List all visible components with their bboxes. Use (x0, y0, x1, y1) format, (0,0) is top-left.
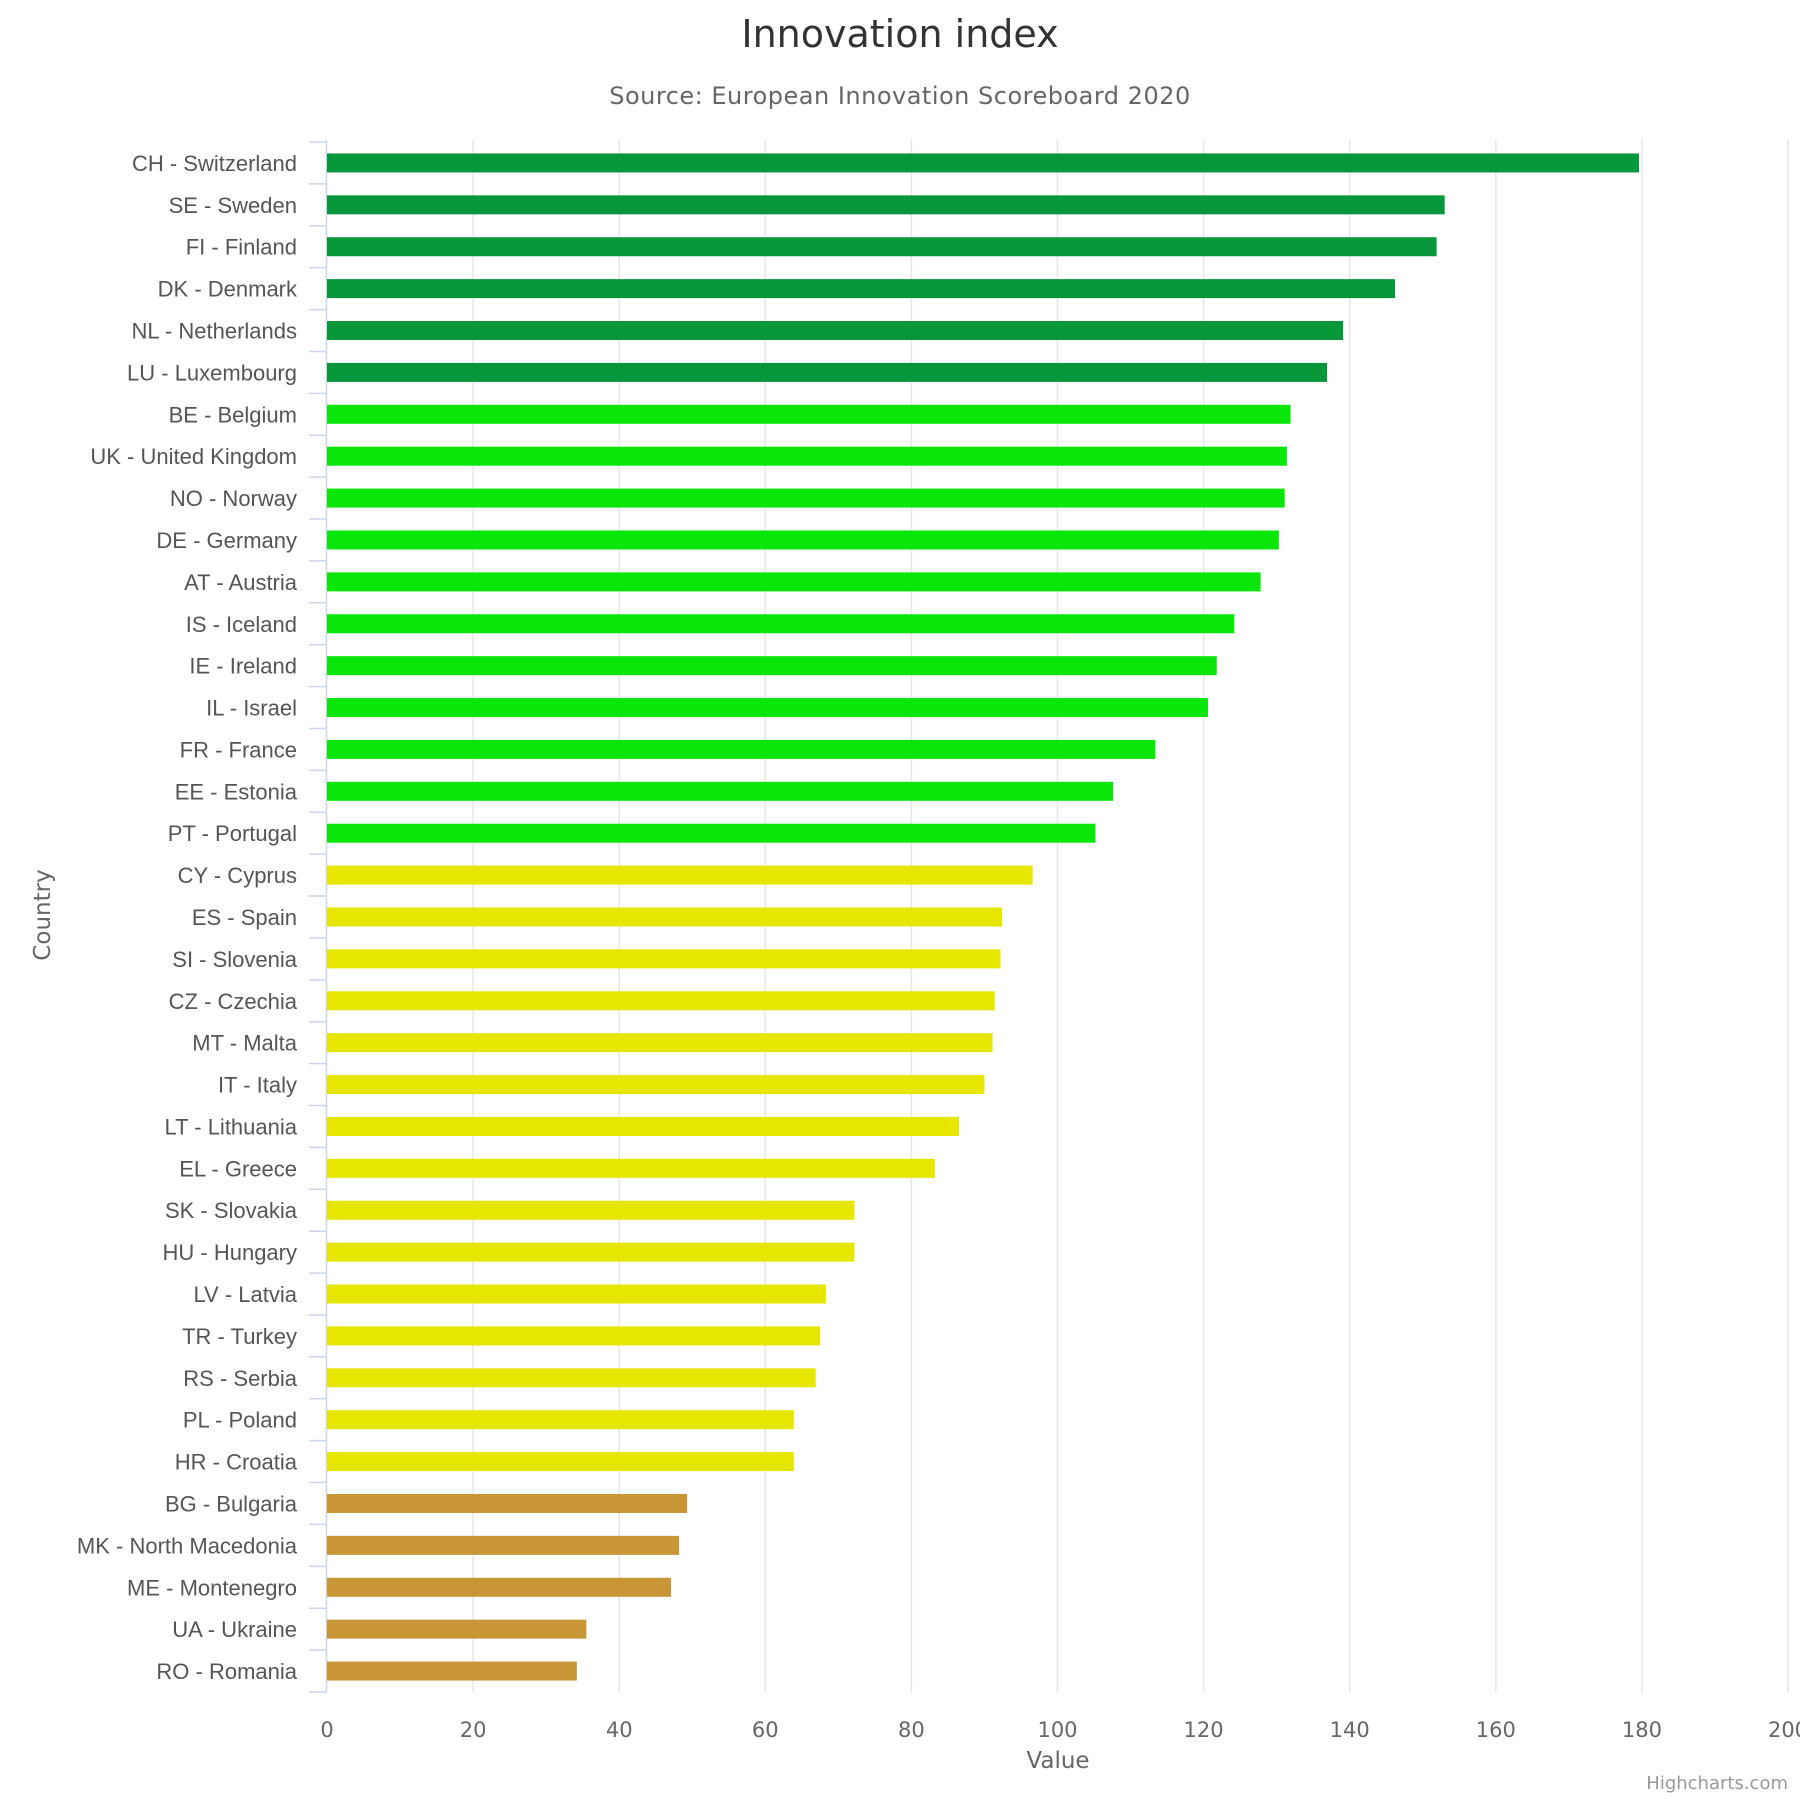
bar (327, 698, 1208, 718)
bar (327, 907, 1002, 927)
category-label: HU - Hungary (163, 1240, 297, 1265)
category-label: CZ - Czechia (169, 989, 298, 1014)
bar (327, 446, 1287, 466)
bar (327, 781, 1114, 801)
category-label: MT - Malta (192, 1031, 297, 1056)
chart-subtitle: Source: European Innovation Scoreboard 2… (609, 82, 1191, 110)
category-label: LT - Lithuania (165, 1114, 298, 1139)
bar (327, 1200, 855, 1220)
bar (327, 1158, 935, 1178)
bar-series (327, 153, 1639, 1681)
bar (327, 572, 1261, 592)
category-label: EL - Greece (179, 1156, 297, 1181)
category-label: HR - Croatia (175, 1450, 298, 1475)
bar (327, 1619, 587, 1639)
bar (327, 1033, 993, 1053)
category-label: IL - Israel (206, 696, 297, 721)
value-tick-label: 120 (1184, 1718, 1224, 1742)
category-label: CH - Switzerland (132, 151, 297, 176)
category-label: DE - Germany (156, 528, 297, 553)
value-tick-label: 80 (898, 1718, 925, 1742)
bar (327, 739, 1156, 759)
category-label: NL - Netherlands (132, 319, 297, 344)
value-tick-label: 160 (1476, 1718, 1516, 1742)
category-label: IT - Italy (218, 1073, 297, 1098)
category-label: LV - Latvia (193, 1282, 297, 1307)
category-label: AT - Austria (184, 570, 298, 595)
category-label: BE - Belgium (169, 402, 297, 427)
value-axis-title: Value (1026, 1748, 1089, 1774)
category-labels: CH - Switzerland SE - Sweden FI - Finland D… (77, 151, 298, 1684)
value-tick-label: 60 (752, 1718, 779, 1742)
credits-link[interactable]: Highcharts.com (1646, 1773, 1788, 1794)
category-label: SI - Slovenia (172, 947, 297, 972)
value-tick-label: 20 (460, 1718, 487, 1742)
category-label: RO - Romania (156, 1659, 297, 1684)
bar (327, 1075, 985, 1095)
category-label: ME - Montenegro (127, 1575, 297, 1600)
category-label: IS - Iceland (186, 612, 297, 637)
bar (327, 1326, 821, 1346)
bar (327, 1410, 794, 1430)
category-label: PT - Portugal (168, 821, 297, 846)
category-label: NO - Norway (170, 486, 297, 511)
value-tick-label: 200 (1768, 1718, 1800, 1742)
bar (327, 1284, 826, 1304)
bar (327, 656, 1217, 676)
category-label: SK - Slovakia (165, 1198, 298, 1223)
bar (327, 1535, 680, 1555)
category-label: UA - Ukraine (172, 1617, 297, 1642)
category-label: DK - Denmark (158, 277, 298, 302)
bar (327, 991, 995, 1011)
bar (327, 321, 1344, 341)
bar (327, 404, 1291, 424)
category-axis (309, 140, 328, 1693)
category-axis-title: Country (30, 869, 56, 960)
category-label: FR - France (180, 737, 297, 762)
category-label: IE - Ireland (189, 654, 297, 679)
bar (327, 530, 1279, 550)
category-label: SE - Sweden (169, 193, 297, 218)
value-tick-label: 180 (1622, 1718, 1662, 1742)
bar (327, 949, 1001, 969)
category-label: CY - Cyprus (178, 863, 297, 888)
bar (327, 614, 1235, 634)
bar (327, 362, 1328, 382)
bar (327, 279, 1395, 299)
bar (327, 1577, 672, 1597)
bar (327, 153, 1639, 173)
category-label: EE - Estonia (175, 779, 298, 804)
category-label: ES - Spain (192, 905, 297, 930)
value-axis-ticks: 0 20 40 60 80 100 120 140 160 180 200 (320, 1718, 1800, 1742)
bar (327, 1661, 577, 1681)
category-label: PL - Poland (183, 1408, 297, 1433)
category-label: MK - North Macedonia (77, 1533, 298, 1558)
bar (327, 865, 1033, 885)
bar (327, 823, 1096, 843)
bar (327, 1116, 959, 1136)
value-tick-label: 40 (606, 1718, 633, 1742)
bar (327, 1368, 816, 1388)
category-label: LU - Luxembourg (127, 360, 297, 385)
bar (327, 1493, 688, 1513)
category-label: UK - United Kingdom (90, 444, 297, 469)
bar (327, 195, 1445, 215)
category-label: BG - Bulgaria (165, 1491, 298, 1516)
chart-title: Innovation index (741, 12, 1059, 56)
category-label: RS - Serbia (183, 1366, 297, 1391)
bar (327, 1452, 794, 1472)
bar (327, 488, 1285, 508)
category-label: FI - Finland (186, 235, 297, 260)
bar (327, 1242, 855, 1262)
bar (327, 237, 1437, 257)
value-tick-label: 100 (1037, 1718, 1077, 1742)
value-tick-label: 140 (1330, 1718, 1370, 1742)
category-label: TR - Turkey (182, 1324, 297, 1349)
value-tick-label: 0 (320, 1718, 333, 1742)
